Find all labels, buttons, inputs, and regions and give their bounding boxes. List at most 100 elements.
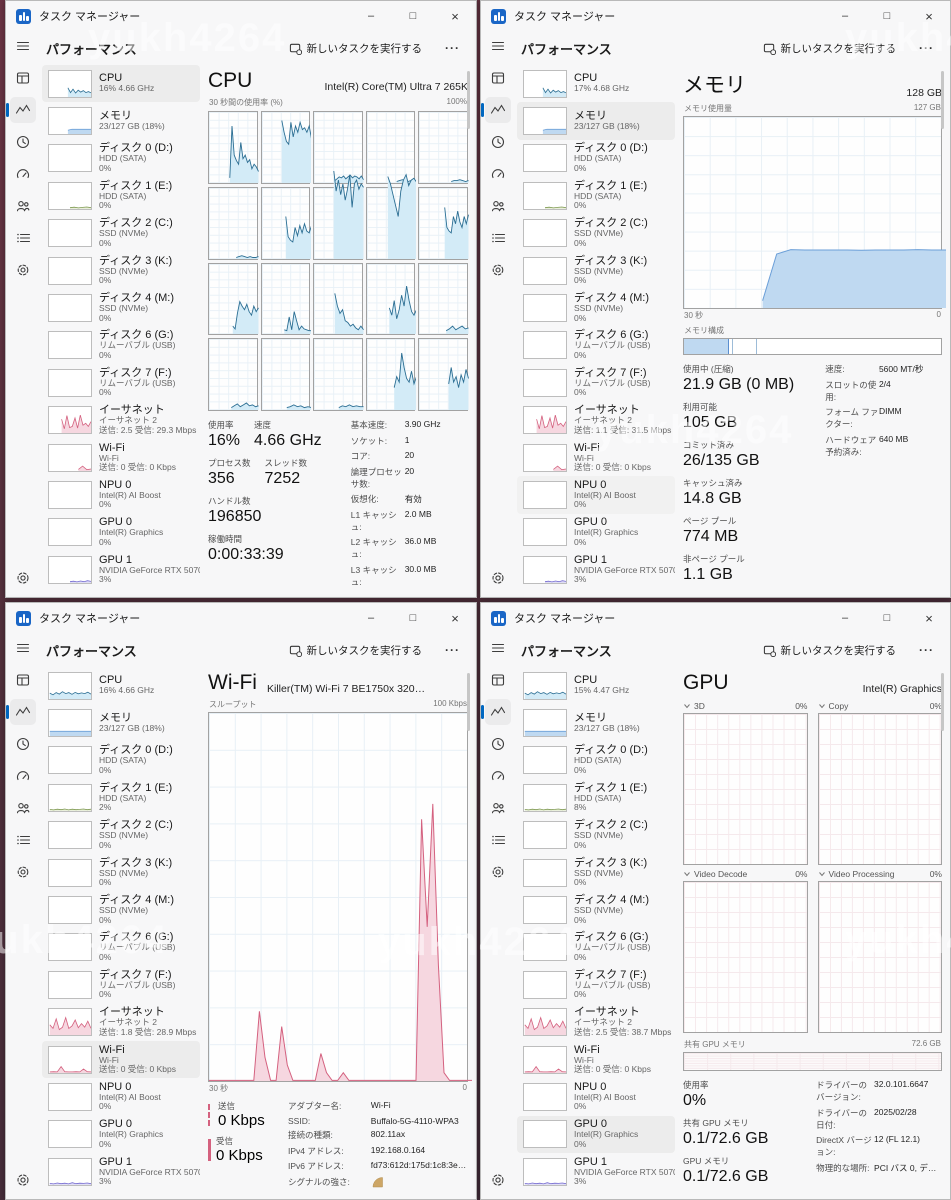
sidebar-item-ディスク 7 (F:)[interactable]: ディスク 7 (F:) リムーバブル (USB) 0% bbox=[42, 966, 200, 1003]
close-button[interactable]: × bbox=[451, 610, 459, 626]
sidebar-item-ディスク 1 (E:)[interactable]: ディスク 1 (E:) HDD (SATA) 0% bbox=[517, 177, 675, 214]
sidebar-item-ディスク 4 (M:)[interactable]: ディスク 4 (M:) SSD (NVMe) 0% bbox=[517, 891, 675, 928]
sidebar-item-イーサネット[interactable]: イーサネット イーサネット 2 送信: 2.5 受信: 29.3 Mbps bbox=[42, 402, 200, 439]
sidebar-item-ディスク 7 (F:)[interactable]: ディスク 7 (F:) リムーバブル (USB) 0% bbox=[517, 966, 675, 1003]
nav-history-icon[interactable] bbox=[485, 129, 511, 155]
sidebar-item-CPU[interactable]: CPU 16% 4.66 GHz bbox=[42, 667, 200, 704]
nav-startup-icon[interactable] bbox=[10, 161, 36, 187]
task-manager-window-memory[interactable]: タスク マネージャー – □ × パフォーマンス 新しいタスクを実行する ···… bbox=[480, 0, 951, 598]
run-new-task-button[interactable]: 新しいタスクを実行する bbox=[282, 37, 430, 60]
nav-performance-icon[interactable] bbox=[6, 97, 36, 123]
sidebar-item-ディスク 6 (G:)[interactable]: ディスク 6 (G:) リムーバブル (USB) 0% bbox=[42, 929, 200, 966]
nav-startup-icon[interactable] bbox=[485, 161, 511, 187]
nav-details-icon[interactable] bbox=[10, 827, 36, 853]
sidebar-item-ディスク 1 (E:)[interactable]: ディスク 1 (E:) HDD (SATA) 0% bbox=[42, 177, 200, 214]
nav-services-icon[interactable] bbox=[10, 257, 36, 283]
sidebar-item-ディスク 2 (C:)[interactable]: ディスク 2 (C:) SSD (NVMe) 0% bbox=[517, 215, 675, 252]
sidebar-item-イーサネット[interactable]: イーサネット イーサネット 2 送信: 1.1 受信: 31.5 Mbps bbox=[517, 402, 675, 439]
close-button[interactable]: × bbox=[451, 8, 459, 24]
settings-gear-icon[interactable] bbox=[485, 565, 511, 591]
nav-services-icon[interactable] bbox=[10, 859, 36, 885]
sidebar-item-メモリ[interactable]: メモリ 23/127 GB (18%) bbox=[517, 704, 675, 741]
sidebar-item-GPU 0[interactable]: GPU 0 Intel(R) Graphics 0% bbox=[42, 1116, 200, 1153]
sidebar-item-ディスク 0 (D:)[interactable]: ディスク 0 (D:) HDD (SATA) 0% bbox=[517, 742, 675, 779]
sidebar-item-GPU 1[interactable]: GPU 1 NVIDIA GeForce RTX 5070 3% bbox=[517, 1153, 675, 1190]
sidebar-item-ディスク 4 (M:)[interactable]: ディスク 4 (M:) SSD (NVMe) 0% bbox=[517, 289, 675, 326]
sidebar-item-GPU 1[interactable]: GPU 1 NVIDIA GeForce RTX 5070 3% bbox=[42, 551, 200, 588]
minimize-button[interactable]: – bbox=[841, 612, 849, 624]
nav-menu-icon[interactable] bbox=[485, 33, 511, 59]
sidebar-item-ディスク 6 (G:)[interactable]: ディスク 6 (G:) リムーバブル (USB) 0% bbox=[42, 327, 200, 364]
close-button[interactable]: × bbox=[925, 8, 933, 24]
task-manager-window-gpu[interactable]: タスク マネージャー – □ × パフォーマンス 新しいタスクを実行する ···… bbox=[480, 602, 951, 1200]
scrollbar-thumb[interactable] bbox=[467, 71, 470, 129]
run-new-task-button[interactable]: 新しいタスクを実行する bbox=[756, 37, 904, 60]
sidebar-item-GPU 1[interactable]: GPU 1 NVIDIA GeForce RTX 5070 3% bbox=[517, 551, 675, 588]
tab-performance[interactable]: パフォーマンス bbox=[46, 41, 137, 57]
nav-users-icon[interactable] bbox=[485, 193, 511, 219]
sidebar-item-Wi-Fi[interactable]: Wi-Fi Wi-Fi 送信: 0 受信: 0 Kbps bbox=[42, 1040, 200, 1079]
sidebar-item-NPU 0[interactable]: NPU 0 Intel(R) AI Boost 0% bbox=[517, 1078, 675, 1115]
sidebar-item-メモリ[interactable]: メモリ 23/127 GB (18%) bbox=[42, 704, 200, 741]
sidebar-item-CPU[interactable]: CPU 15% 4.47 GHz bbox=[517, 667, 675, 704]
maximize-button[interactable]: □ bbox=[409, 612, 417, 624]
sidebar-item-GPU 0[interactable]: GPU 0 Intel(R) Graphics 0% bbox=[517, 1115, 675, 1154]
sidebar-item-イーサネット[interactable]: イーサネット イーサネット 2 送信: 1.8 受信: 28.9 Mbps bbox=[42, 1004, 200, 1041]
settings-gear-icon[interactable] bbox=[10, 565, 36, 591]
minimize-button[interactable]: – bbox=[367, 612, 375, 624]
more-options-button[interactable]: ··· bbox=[445, 643, 460, 657]
sidebar-item-Wi-Fi[interactable]: Wi-Fi Wi-Fi 送信: 0 受信: 0 Kbps bbox=[517, 439, 675, 476]
close-button[interactable]: × bbox=[925, 610, 933, 626]
sidebar-item-ディスク 1 (E:)[interactable]: ディスク 1 (E:) HDD (SATA) 8% bbox=[517, 779, 675, 816]
maximize-button[interactable]: □ bbox=[883, 612, 891, 624]
sidebar-item-GPU 1[interactable]: GPU 1 NVIDIA GeForce RTX 5070 3% bbox=[42, 1153, 200, 1190]
sidebar-item-GPU 0[interactable]: GPU 0 Intel(R) Graphics 0% bbox=[517, 514, 675, 551]
nav-startup-icon[interactable] bbox=[485, 763, 511, 789]
nav-performance-icon[interactable] bbox=[481, 97, 511, 123]
run-new-task-button[interactable]: 新しいタスクを実行する bbox=[282, 639, 430, 662]
nav-processes-icon[interactable] bbox=[10, 65, 36, 91]
sidebar-item-CPU[interactable]: CPU 16% 4.66 GHz bbox=[42, 65, 200, 103]
sidebar-item-ディスク 3 (K:)[interactable]: ディスク 3 (K:) SSD (NVMe) 0% bbox=[517, 252, 675, 289]
sidebar-item-ディスク 3 (K:)[interactable]: ディスク 3 (K:) SSD (NVMe) 0% bbox=[42, 854, 200, 891]
minimize-button[interactable]: – bbox=[841, 10, 849, 22]
run-new-task-button[interactable]: 新しいタスクを実行する bbox=[756, 639, 904, 662]
sidebar-item-ディスク 2 (C:)[interactable]: ディスク 2 (C:) SSD (NVMe) 0% bbox=[42, 215, 200, 252]
nav-performance-icon[interactable] bbox=[481, 699, 511, 725]
settings-gear-icon[interactable] bbox=[485, 1167, 511, 1193]
tab-performance[interactable]: パフォーマンス bbox=[521, 41, 612, 57]
nav-processes-icon[interactable] bbox=[485, 65, 511, 91]
nav-menu-icon[interactable] bbox=[10, 635, 36, 661]
sidebar-item-ディスク 1 (E:)[interactable]: ディスク 1 (E:) HDD (SATA) 2% bbox=[42, 779, 200, 816]
nav-processes-icon[interactable] bbox=[485, 667, 511, 693]
sidebar-item-ディスク 3 (K:)[interactable]: ディスク 3 (K:) SSD (NVMe) 0% bbox=[517, 854, 675, 891]
sidebar-item-ディスク 3 (K:)[interactable]: ディスク 3 (K:) SSD (NVMe) 0% bbox=[42, 252, 200, 289]
nav-history-icon[interactable] bbox=[485, 731, 511, 757]
tab-performance[interactable]: パフォーマンス bbox=[521, 643, 612, 659]
sidebar-item-ディスク 4 (M:)[interactable]: ディスク 4 (M:) SSD (NVMe) 0% bbox=[42, 289, 200, 326]
scrollbar-thumb[interactable] bbox=[941, 71, 944, 129]
nav-menu-icon[interactable] bbox=[485, 635, 511, 661]
scrollbar-thumb[interactable] bbox=[467, 673, 470, 731]
sidebar-item-ディスク 7 (F:)[interactable]: ディスク 7 (F:) リムーバブル (USB) 0% bbox=[42, 364, 200, 401]
nav-services-icon[interactable] bbox=[485, 859, 511, 885]
sidebar-item-Wi-Fi[interactable]: Wi-Fi Wi-Fi 送信: 0 受信: 0 Kbps bbox=[517, 1041, 675, 1078]
nav-processes-icon[interactable] bbox=[10, 667, 36, 693]
more-options-button[interactable]: ··· bbox=[919, 643, 934, 657]
nav-menu-icon[interactable] bbox=[10, 33, 36, 59]
nav-history-icon[interactable] bbox=[10, 129, 36, 155]
sidebar-item-NPU 0[interactable]: NPU 0 Intel(R) AI Boost 0% bbox=[42, 476, 200, 513]
sidebar-item-ディスク 6 (G:)[interactable]: ディスク 6 (G:) リムーバブル (USB) 0% bbox=[517, 929, 675, 966]
sidebar-item-NPU 0[interactable]: NPU 0 Intel(R) AI Boost 0% bbox=[517, 476, 675, 514]
sidebar-item-ディスク 0 (D:)[interactable]: ディスク 0 (D:) HDD (SATA) 0% bbox=[42, 742, 200, 779]
task-manager-window-wifi[interactable]: タスク マネージャー – □ × パフォーマンス 新しいタスクを実行する ···… bbox=[5, 602, 477, 1200]
sidebar-item-ディスク 2 (C:)[interactable]: ディスク 2 (C:) SSD (NVMe) 0% bbox=[517, 817, 675, 854]
nav-users-icon[interactable] bbox=[485, 795, 511, 821]
task-manager-window-cpu[interactable]: タスク マネージャー – □ × パフォーマンス 新しいタスクを実行する ···… bbox=[5, 0, 477, 598]
maximize-button[interactable]: □ bbox=[409, 10, 417, 22]
nav-details-icon[interactable] bbox=[485, 827, 511, 853]
sidebar-item-イーサネット[interactable]: イーサネット イーサネット 2 送信: 2.5 受信: 38.7 Mbps bbox=[517, 1004, 675, 1041]
sidebar-item-ディスク 2 (C:)[interactable]: ディスク 2 (C:) SSD (NVMe) 0% bbox=[42, 817, 200, 854]
maximize-button[interactable]: □ bbox=[883, 10, 891, 22]
sidebar-item-NPU 0[interactable]: NPU 0 Intel(R) AI Boost 0% bbox=[42, 1078, 200, 1115]
